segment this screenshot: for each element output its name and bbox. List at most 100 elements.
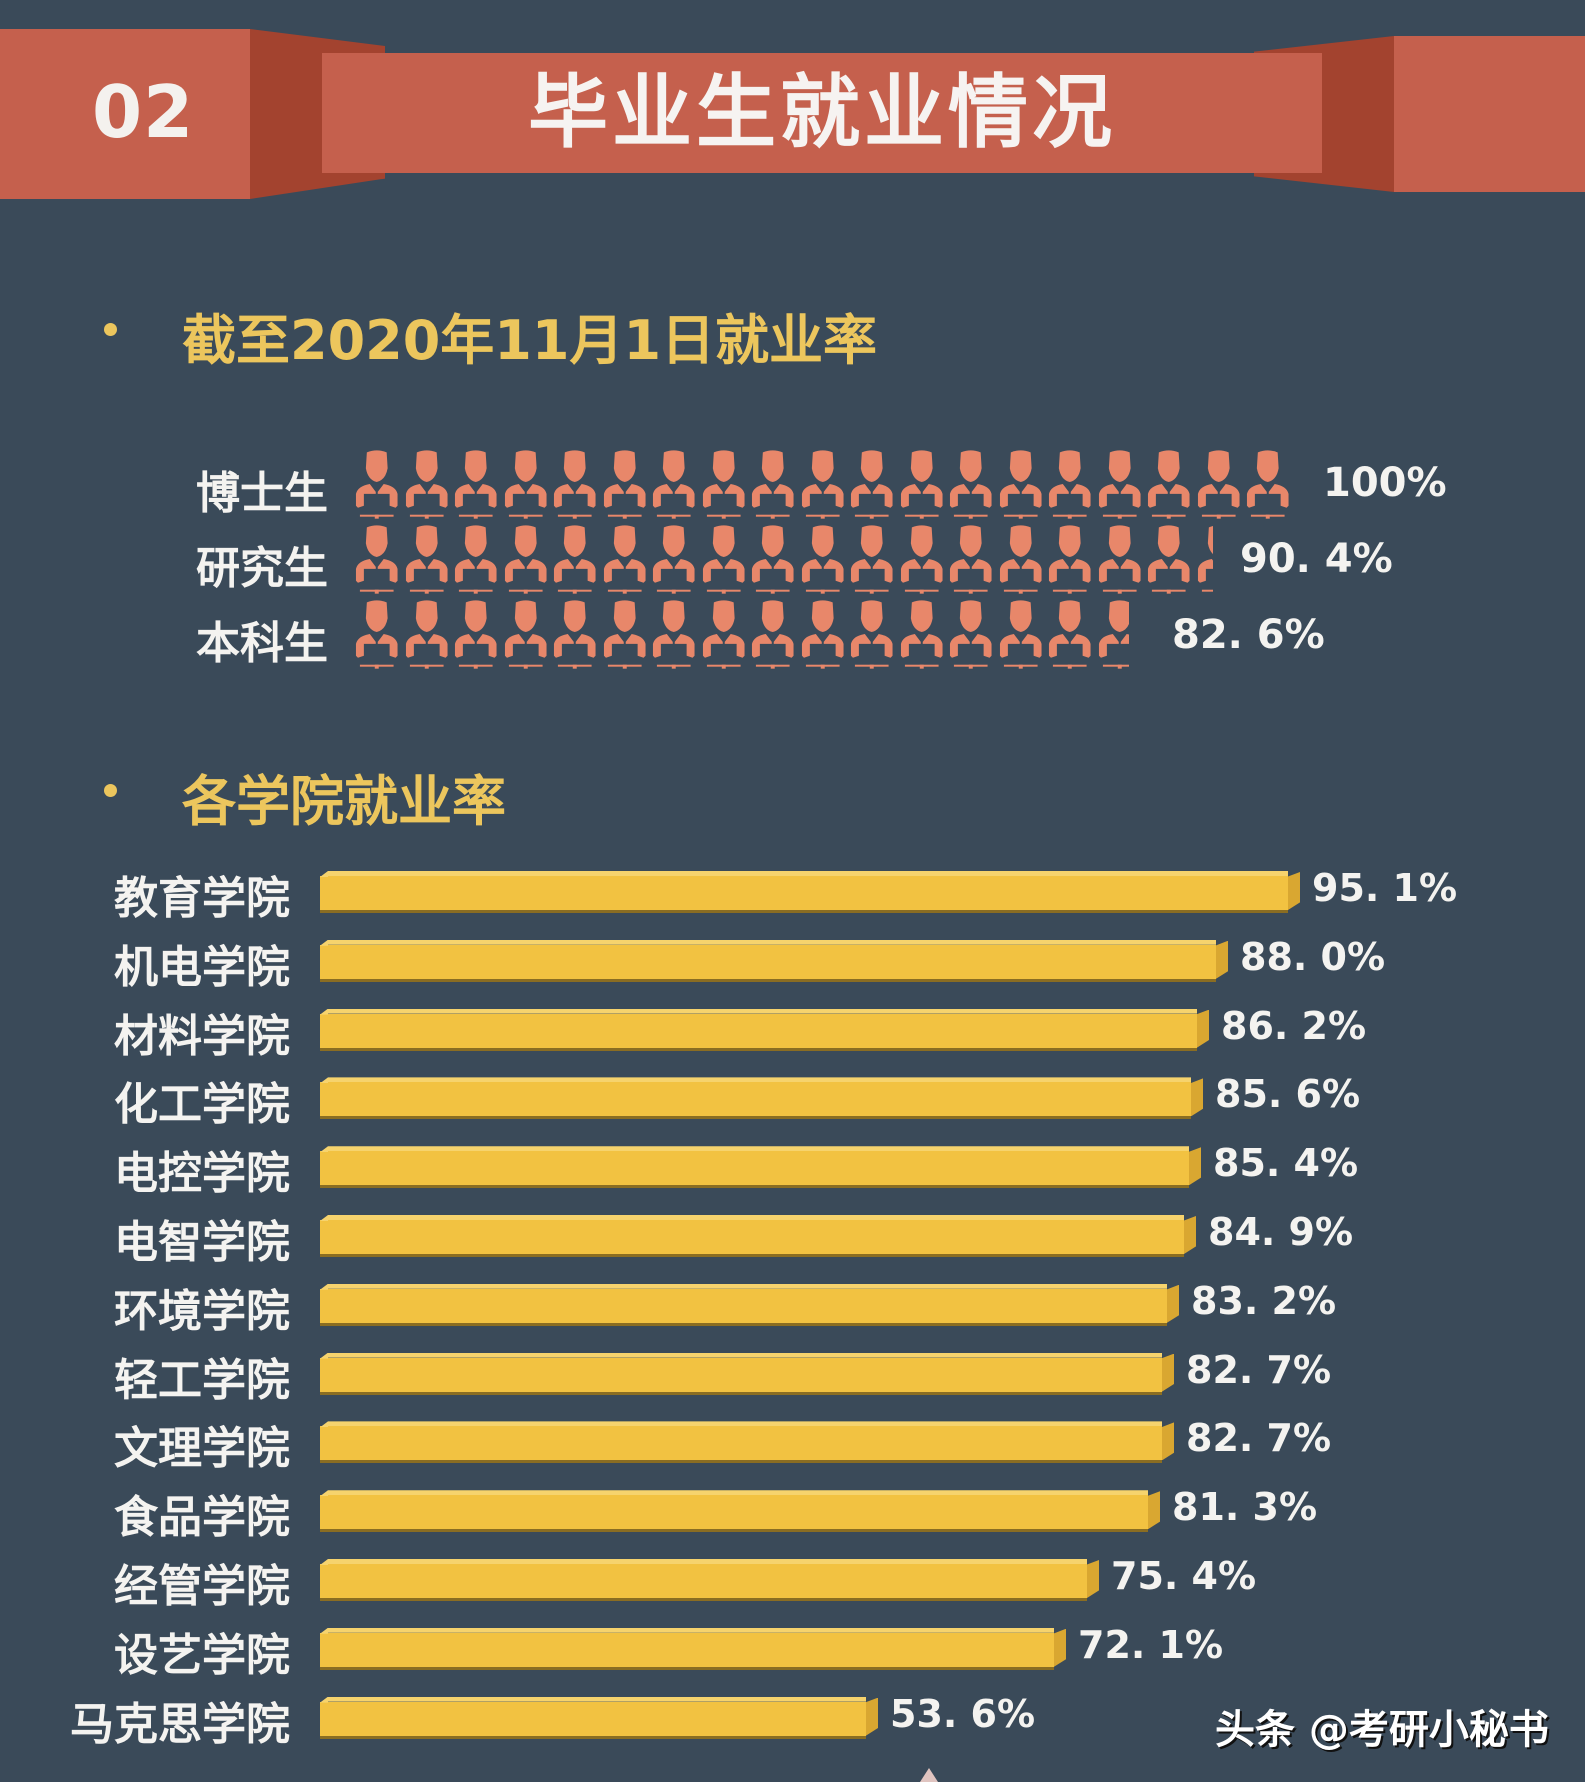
person-icon [798, 523, 848, 598]
college-label: 设艺学院 [114, 1629, 290, 1681]
page-title: 毕业生就业情况 [528, 66, 1116, 159]
pictogram-phd [352, 448, 1293, 523]
person-icon [748, 598, 798, 673]
banner-title-block [322, 53, 1322, 173]
college-rate-value: 85. 4% [1213, 1141, 1359, 1186]
section-number: 02 [92, 70, 195, 154]
person-icon [847, 523, 897, 598]
college-rate-value: 88. 0% [1240, 934, 1386, 979]
college-rate-value: 83. 2% [1191, 1278, 1337, 1323]
college-rate-value: 53. 6% [890, 1691, 1036, 1736]
college-rate-value: 82. 7% [1186, 1416, 1332, 1461]
college-label: 经管学院 [114, 1561, 290, 1612]
college-label: 文理学院 [114, 1423, 290, 1475]
person-icon [600, 448, 650, 523]
person-icon [501, 523, 551, 598]
person-icon [748, 523, 798, 598]
section-title-colleges: 各学院就业率 [182, 770, 506, 833]
college-rate-value: 85. 6% [1215, 1072, 1361, 1117]
rate-value-phd: 100% [1323, 460, 1447, 506]
college-rate-value: 81. 3% [1172, 1485, 1318, 1530]
person-icon [798, 448, 848, 523]
person-icon [402, 598, 452, 673]
person-icon [897, 523, 947, 598]
bullet-icon [104, 323, 117, 336]
person-icon [996, 598, 1046, 673]
person-icon [1144, 448, 1194, 523]
college-bar [320, 1077, 1203, 1117]
section-title-overall: 截至2020年11月1日就业率 [182, 309, 878, 372]
college-rate-value: 86. 2% [1221, 1003, 1367, 1048]
person-icon [699, 523, 749, 598]
college-bar [320, 1490, 1160, 1530]
person-icon [1095, 523, 1145, 598]
college-bar [320, 1146, 1201, 1186]
college-label: 材料学院 [114, 1010, 290, 1062]
college-label: 轻工学院 [114, 1354, 290, 1406]
college-bar [320, 1283, 1179, 1323]
rate-value-master: 90. 4% [1240, 536, 1393, 582]
person-icon [946, 523, 996, 598]
person-icon [550, 598, 600, 673]
person-icon [897, 598, 947, 673]
person-icon [501, 598, 551, 673]
person-icon [946, 448, 996, 523]
degree-label-phd: 博士生 [196, 468, 328, 519]
pictogram-bachelor [352, 598, 1129, 673]
college-bar [320, 1215, 1196, 1254]
banner-right-block [1394, 36, 1585, 192]
person-icon [1045, 598, 1095, 673]
college-rate-value: 75. 4% [1111, 1554, 1257, 1598]
pictogram-master [352, 523, 1213, 598]
watermark: 头条 @考研小秘书 [1215, 1707, 1549, 1753]
college-label: 机电学院 [114, 941, 290, 993]
college-label: 电控学院 [114, 1148, 290, 1200]
person-icon [550, 448, 600, 523]
person-icon [1095, 448, 1145, 523]
person-icon [402, 523, 452, 598]
rate-value-bachelor: 82. 6% [1172, 612, 1325, 658]
person-icon [946, 598, 996, 673]
person-icon [1243, 448, 1293, 523]
person-icon [600, 598, 650, 673]
college-label: 食品学院 [114, 1492, 290, 1544]
person-icon [451, 523, 501, 598]
college-bar [320, 1352, 1174, 1392]
person-icon [501, 448, 551, 523]
college-label: 教育学院 [114, 873, 290, 924]
person-icon [649, 448, 699, 523]
person-icon [352, 598, 402, 673]
college-label: 环境学院 [114, 1285, 290, 1337]
college-bar [320, 1559, 1099, 1598]
person-icon [352, 448, 402, 523]
person-icon [1194, 523, 1214, 598]
person-icon [1045, 448, 1095, 523]
college-bar [320, 1421, 1174, 1461]
person-icon [402, 448, 452, 523]
person-icon [1045, 523, 1095, 598]
college-bar [320, 1008, 1209, 1048]
college-rate-value: 95. 1% [1312, 866, 1458, 910]
degree-label-bachelor: 本科生 [196, 618, 328, 669]
person-icon [649, 598, 699, 673]
banner-number-block [0, 29, 250, 199]
person-icon [798, 598, 848, 673]
college-bar [320, 939, 1228, 979]
person-icon [451, 448, 501, 523]
college-rate-value: 84. 9% [1208, 1210, 1354, 1254]
college-bar [320, 1627, 1066, 1667]
college-bar [320, 871, 1300, 910]
person-icon [699, 448, 749, 523]
person-icon [847, 448, 897, 523]
bottom-arrow-marker [920, 1768, 938, 1782]
person-icon [996, 448, 1046, 523]
college-rate-value: 82. 7% [1186, 1347, 1332, 1392]
person-icon [451, 598, 501, 673]
bullet-icon [104, 784, 117, 797]
college-rate-value: 72. 1% [1078, 1622, 1224, 1667]
person-icon [600, 523, 650, 598]
person-icon [1144, 523, 1194, 598]
college-bar [320, 1696, 878, 1736]
college-label: 化工学院 [114, 1079, 290, 1131]
person-icon [847, 598, 897, 673]
